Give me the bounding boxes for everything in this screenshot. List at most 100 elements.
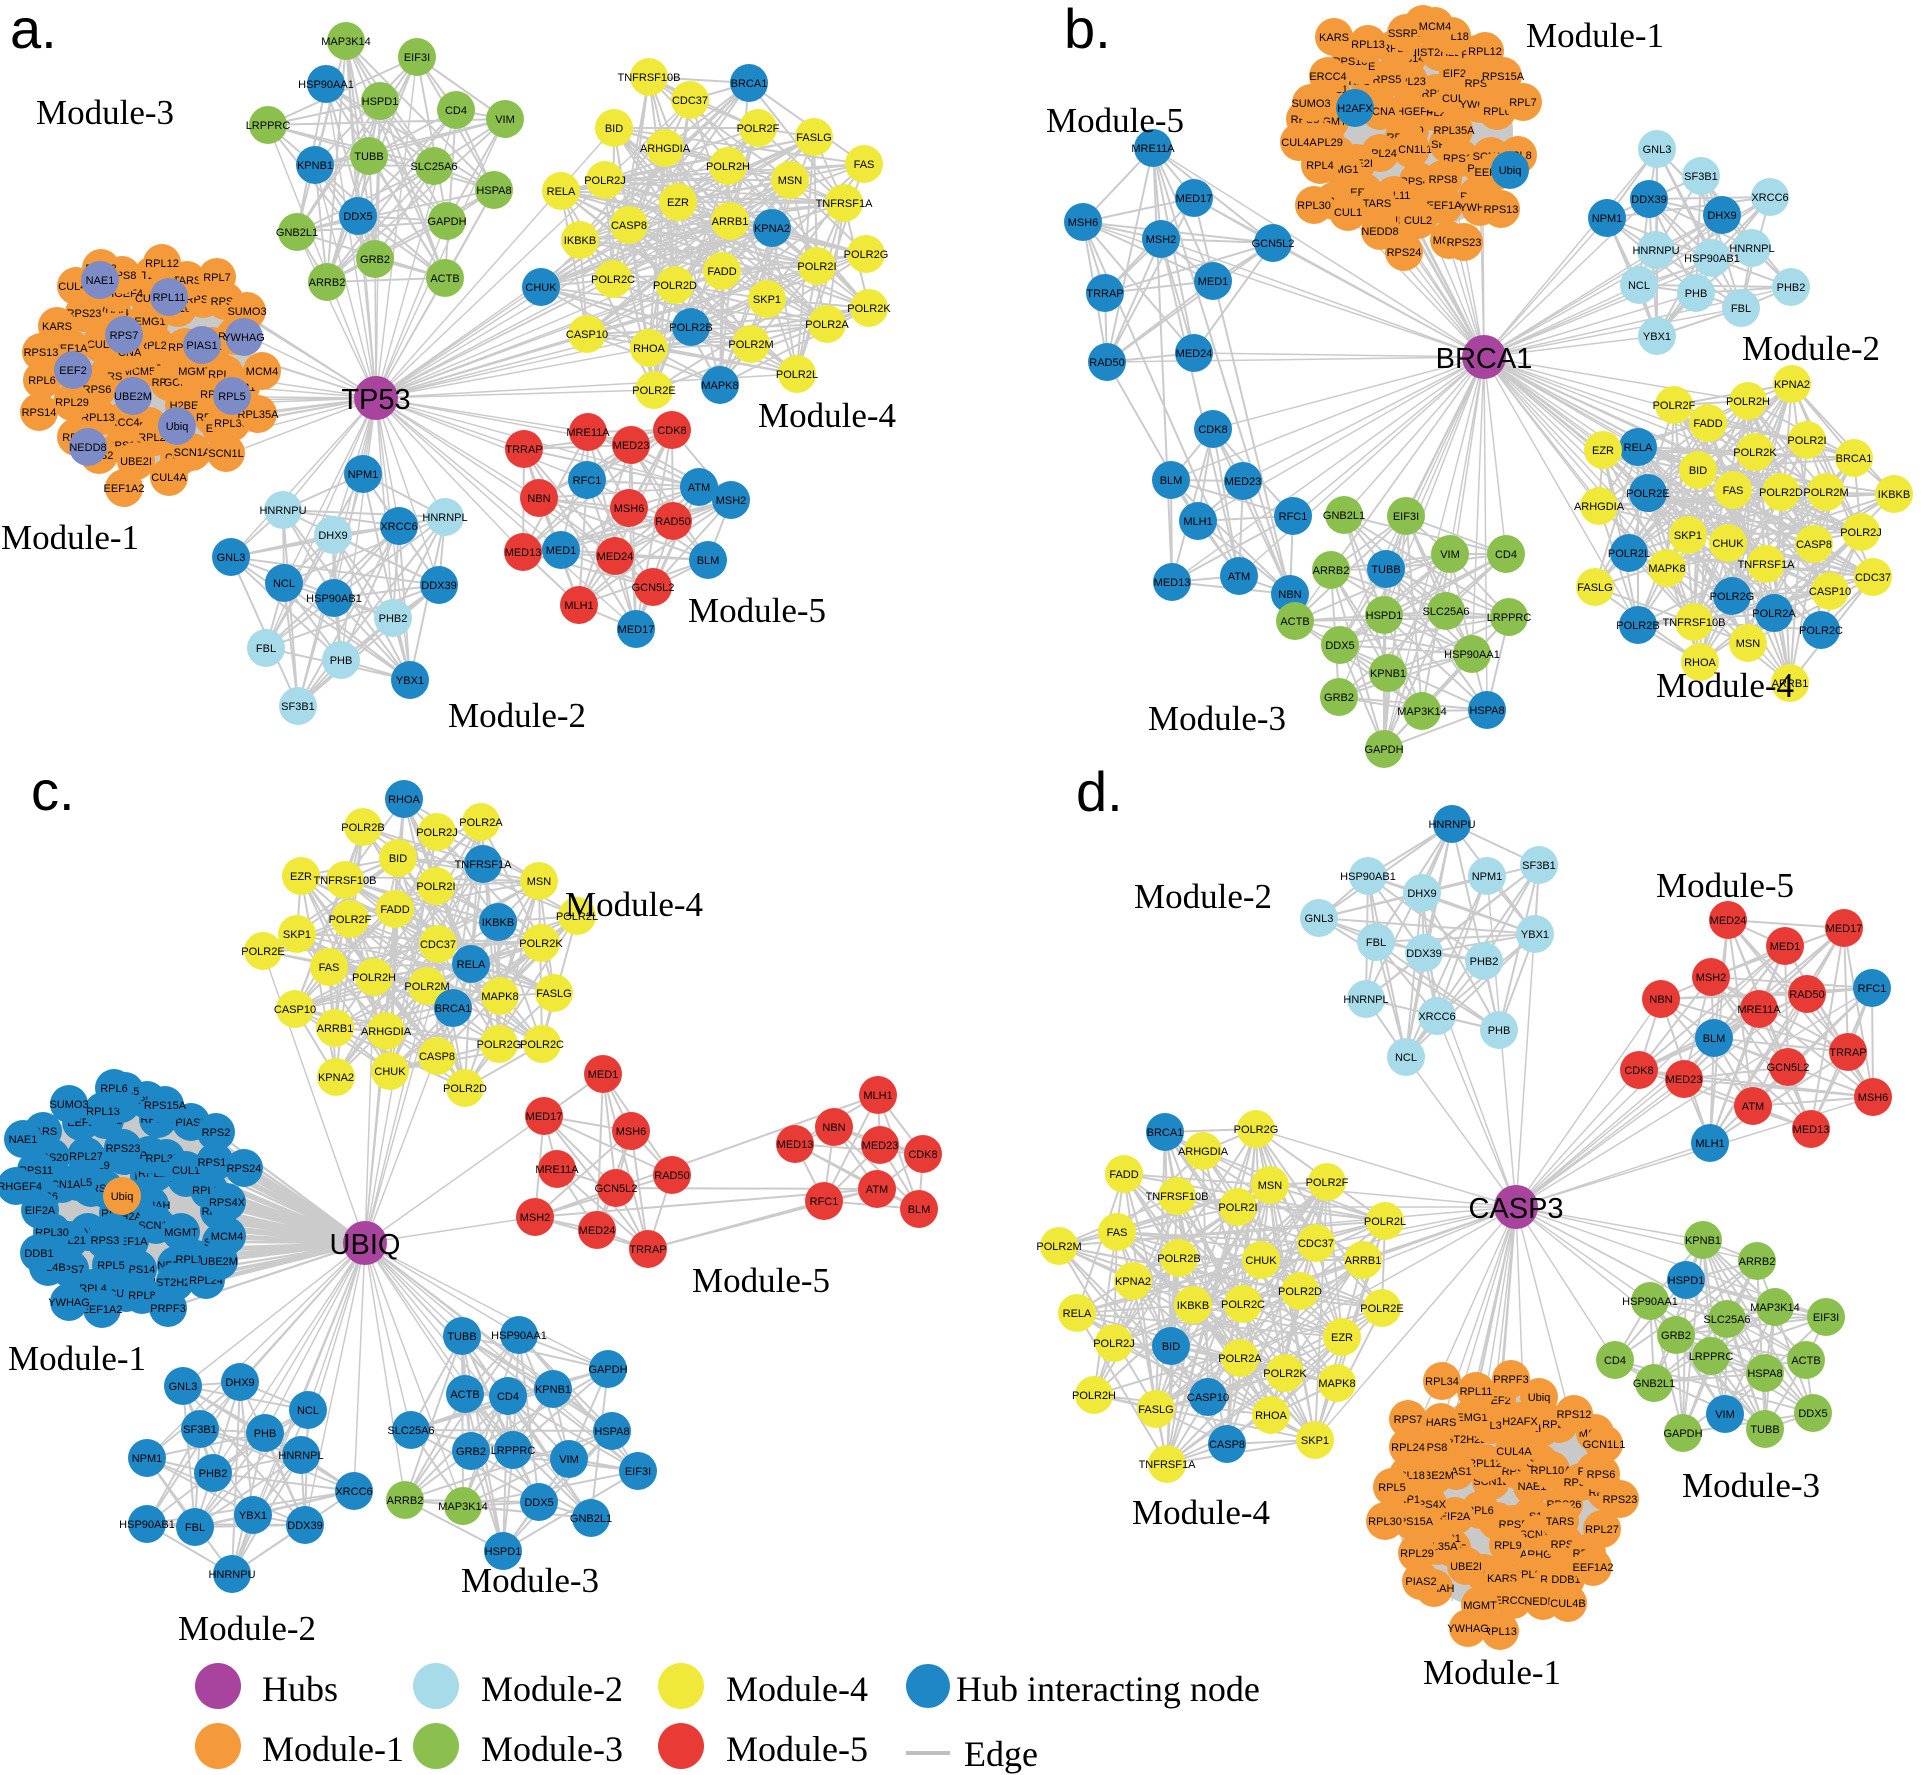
svg-text:FAS: FAS bbox=[319, 962, 340, 974]
svg-text:IKBKB: IKBKB bbox=[1878, 489, 1910, 501]
svg-text:RHOA: RHOA bbox=[1255, 1410, 1287, 1422]
svg-text:Module-1: Module-1 bbox=[1423, 1653, 1561, 1692]
svg-text:POLR2H: POLR2H bbox=[706, 161, 750, 173]
svg-text:MED17: MED17 bbox=[1176, 193, 1213, 205]
svg-text:EEF1A2: EEF1A2 bbox=[82, 1304, 123, 1316]
svg-text:POLR2M: POLR2M bbox=[1803, 487, 1848, 499]
svg-text:POLR2I: POLR2I bbox=[1218, 1202, 1257, 1214]
svg-text:TNFRSF10B: TNFRSF10B bbox=[1663, 617, 1726, 629]
svg-text:BRCA1: BRCA1 bbox=[1836, 453, 1873, 465]
svg-text:FAS: FAS bbox=[1723, 485, 1744, 497]
svg-text:RFC1: RFC1 bbox=[1858, 983, 1887, 995]
svg-text:UBE2I: UBE2I bbox=[120, 456, 152, 468]
svg-text:PHB2: PHB2 bbox=[379, 613, 408, 625]
svg-text:RPL35A: RPL35A bbox=[1434, 125, 1476, 137]
svg-text:MLH1: MLH1 bbox=[1183, 516, 1212, 528]
svg-text:NCL: NCL bbox=[1395, 1052, 1417, 1064]
svg-text:PHB2: PHB2 bbox=[199, 1468, 228, 1480]
svg-text:HNRNPL: HNRNPL bbox=[278, 1450, 323, 1462]
svg-text:RPL10A: RPL10A bbox=[1531, 1465, 1573, 1477]
svg-text:RPL13: RPL13 bbox=[86, 1106, 120, 1118]
svg-text:RPL6: RPL6 bbox=[28, 375, 56, 387]
svg-text:GAPDH: GAPDH bbox=[427, 216, 466, 228]
svg-text:Module-3: Module-3 bbox=[36, 93, 174, 132]
svg-text:GNL3: GNL3 bbox=[1305, 913, 1334, 925]
svg-text:Module-1: Module-1 bbox=[1, 518, 139, 557]
svg-text:IKBKB: IKBKB bbox=[482, 917, 514, 929]
svg-text:SF3B1: SF3B1 bbox=[1522, 860, 1556, 872]
svg-text:POLR2E: POLR2E bbox=[1626, 488, 1669, 500]
svg-text:POLR2L: POLR2L bbox=[1364, 1216, 1406, 1228]
svg-text:Module-2: Module-2 bbox=[1742, 329, 1880, 368]
svg-text:FADD: FADD bbox=[380, 904, 409, 916]
svg-text:POLR2G: POLR2G bbox=[1710, 591, 1755, 603]
svg-text:HNRNPU: HNRNPU bbox=[1632, 245, 1679, 257]
svg-text:POLR2J: POLR2J bbox=[1840, 527, 1882, 539]
svg-text:GNB2L1: GNB2L1 bbox=[1323, 510, 1365, 522]
svg-text:Edge: Edge bbox=[964, 1734, 1038, 1774]
svg-text:MSH6: MSH6 bbox=[614, 503, 645, 515]
svg-text:Ubiq: Ubiq bbox=[166, 421, 189, 433]
svg-text:POLR2F: POLR2F bbox=[1653, 400, 1696, 412]
svg-text:CHUK: CHUK bbox=[525, 282, 557, 294]
svg-text:POLR2C: POLR2C bbox=[1221, 1299, 1265, 1311]
svg-text:POLR2E: POLR2E bbox=[241, 946, 284, 958]
svg-text:HNRNPL: HNRNPL bbox=[1729, 243, 1774, 255]
svg-text:EIF3I: EIF3I bbox=[1393, 511, 1419, 523]
svg-text:Module-4: Module-4 bbox=[565, 885, 703, 924]
svg-text:ERCC4: ERCC4 bbox=[1309, 71, 1346, 83]
svg-text:RPL13: RPL13 bbox=[1351, 39, 1385, 51]
svg-text:GNB2L1: GNB2L1 bbox=[1633, 1378, 1675, 1390]
svg-text:HSP90AB1: HSP90AB1 bbox=[1684, 253, 1740, 265]
svg-text:POLR2E: POLR2E bbox=[632, 385, 675, 397]
svg-text:ARRB1: ARRB1 bbox=[1345, 1255, 1382, 1267]
svg-text:Module-1: Module-1 bbox=[1526, 16, 1664, 55]
svg-text:POLR2I: POLR2I bbox=[416, 881, 455, 893]
svg-text:NCL: NCL bbox=[1628, 280, 1650, 292]
svg-text:BRCA1: BRCA1 bbox=[731, 78, 768, 90]
svg-text:MAPK8: MAPK8 bbox=[481, 991, 518, 1003]
svg-text:POLR2D: POLR2D bbox=[443, 1083, 487, 1095]
svg-text:FASLG: FASLG bbox=[1138, 1404, 1173, 1416]
svg-text:DDX5: DDX5 bbox=[1798, 1408, 1827, 1420]
svg-text:RPL9: RPL9 bbox=[1494, 1540, 1522, 1552]
svg-text:CDK8: CDK8 bbox=[657, 425, 686, 437]
svg-text:MLH1: MLH1 bbox=[564, 600, 593, 612]
svg-text:HSPD1: HSPD1 bbox=[1668, 1275, 1705, 1287]
svg-text:EZR: EZR bbox=[667, 197, 689, 209]
svg-text:Module-3: Module-3 bbox=[1682, 1466, 1820, 1505]
svg-text:NAE1: NAE1 bbox=[86, 275, 115, 287]
svg-text:MED23: MED23 bbox=[862, 1140, 899, 1152]
svg-text:GNL3: GNL3 bbox=[217, 552, 246, 564]
svg-text:MSN: MSN bbox=[1258, 1180, 1283, 1192]
svg-text:PHB2: PHB2 bbox=[1777, 282, 1806, 294]
svg-text:MED23: MED23 bbox=[613, 440, 650, 452]
svg-text:SF3B1: SF3B1 bbox=[1684, 171, 1718, 183]
svg-text:Module-2: Module-2 bbox=[1134, 877, 1272, 916]
svg-text:EIF2A: EIF2A bbox=[25, 1205, 56, 1217]
svg-text:ATM: ATM bbox=[688, 482, 710, 494]
svg-text:GCN5L2: GCN5L2 bbox=[1767, 1062, 1810, 1074]
svg-text:TNFRSF1A: TNFRSF1A bbox=[816, 198, 874, 210]
svg-text:TUBB: TUBB bbox=[1750, 1424, 1779, 1436]
svg-text:NAE1: NAE1 bbox=[9, 1134, 38, 1146]
svg-text:TRRAP: TRRAP bbox=[1086, 288, 1123, 300]
svg-text:SSRP1: SSRP1 bbox=[1388, 28, 1424, 40]
svg-text:ARRB2: ARRB2 bbox=[387, 1495, 424, 1507]
svg-text:PHB: PHB bbox=[1685, 288, 1708, 300]
svg-text:Hubs: Hubs bbox=[262, 1669, 338, 1709]
svg-text:EZR: EZR bbox=[1331, 1332, 1353, 1344]
svg-text:FAS: FAS bbox=[1107, 1227, 1128, 1239]
svg-text:TRRAP: TRRAP bbox=[505, 444, 542, 456]
svg-text:Ubiq: Ubiq bbox=[1499, 165, 1522, 177]
svg-text:NBN: NBN bbox=[1649, 994, 1672, 1006]
svg-text:CDK8: CDK8 bbox=[1624, 1065, 1653, 1077]
svg-text:POLR2L: POLR2L bbox=[776, 369, 818, 381]
svg-text:BID: BID bbox=[1162, 1341, 1180, 1353]
svg-text:TP53: TP53 bbox=[341, 384, 410, 416]
svg-text:CDK8: CDK8 bbox=[1198, 424, 1227, 436]
svg-text:CASP10: CASP10 bbox=[566, 329, 608, 341]
svg-text:HNRNPL: HNRNPL bbox=[422, 512, 467, 524]
svg-text:NPM1: NPM1 bbox=[132, 1453, 163, 1465]
svg-text:EMG1: EMG1 bbox=[134, 316, 165, 328]
